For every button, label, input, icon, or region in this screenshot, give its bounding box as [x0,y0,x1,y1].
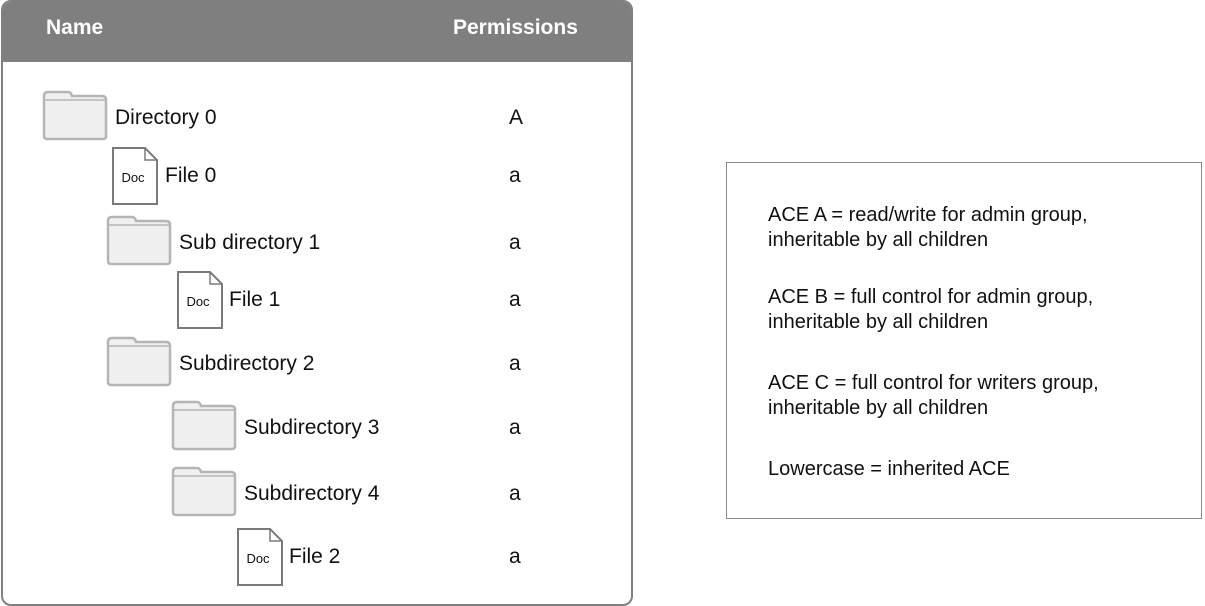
row-permission: a [509,164,521,187]
row-name: Subdirectory 4 [244,482,380,505]
row-permission: a [509,416,521,439]
folder-icon [170,464,238,524]
doc-icon-label: Doc [121,170,145,185]
legend-lowercase: Lowercase = inherited ACE [768,458,1010,480]
legend-ace-a: ACE A = read/write for admin group, inher… [768,204,1088,251]
doc-icon: Doc [111,146,159,212]
permissions-table: Name Permissions Directory 0 A Doc File 0 a S… [1,0,633,606]
legend-box: ACE A = read/write for admin group, inher… [726,162,1202,519]
folder-icon [41,88,109,148]
row-permission: a [509,545,521,568]
legend-ace-b: ACE B = full control for admin group, inh… [768,286,1094,333]
permissions-column-header: Permissions [453,16,578,39]
row-permission: a [509,352,521,375]
table-header: Name Permissions [3,2,631,62]
row-name: Sub directory 1 [179,231,321,254]
row-permission: a [509,231,521,254]
doc-icon: Doc [236,527,284,593]
doc-icon-label: Doc [186,294,210,309]
folder-icon [105,213,173,273]
legend-ace-c: ACE C = full control for writers group, i… [768,372,1099,419]
folder-icon [105,334,173,394]
row-permission: a [509,482,521,505]
row-name: Directory 0 [115,106,217,129]
row-name: Subdirectory 2 [179,352,315,375]
row-name: File 1 [229,288,281,311]
row-permission: A [509,106,524,129]
row-name: File 2 [289,545,341,568]
doc-icon-label: Doc [246,551,270,566]
doc-icon: Doc [176,270,224,336]
name-column-header: Name [46,16,104,39]
row-name: Subdirectory 3 [244,416,380,439]
folder-icon [170,398,238,458]
row-name: File 0 [165,164,217,187]
row-permission: a [509,288,521,311]
